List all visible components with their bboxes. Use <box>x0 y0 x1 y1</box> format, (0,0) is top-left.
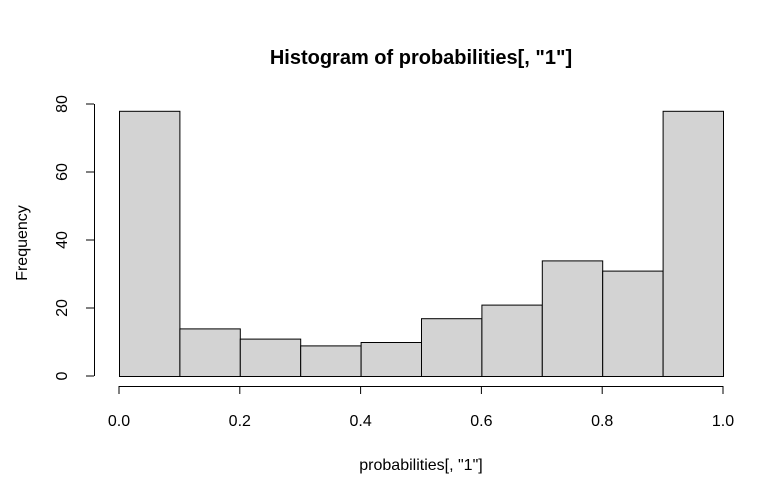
histogram-bar-6 <box>481 304 543 378</box>
histogram-bar-3 <box>300 345 362 377</box>
x-axis: 0.0 0.2 0.4 0.6 0.8 1.0 <box>108 386 734 430</box>
y-tick-label-1: 20 <box>54 299 71 317</box>
y-tick-label-3: 60 <box>54 163 71 181</box>
y-axis-label: Frequency <box>14 205 31 281</box>
x-tick-label-2: 0.4 <box>349 413 371 430</box>
chart-title: Histogram of probabilities[, "1"] <box>270 47 572 69</box>
x-tick-label-4: 0.8 <box>591 413 613 430</box>
bars-group <box>119 110 724 378</box>
histogram-bar-7 <box>541 260 604 377</box>
histogram-bar-1 <box>179 328 241 377</box>
x-axis-label: probabilities[, "1"] <box>359 457 482 474</box>
histogram-bar-4 <box>360 342 423 377</box>
histogram-bar-8 <box>602 270 664 378</box>
x-tick-label-3: 0.6 <box>470 413 492 430</box>
y-tick-label-4: 80 <box>54 95 71 113</box>
y-axis: 0 20 40 60 80 <box>54 95 95 380</box>
x-tick-label-5: 1.0 <box>712 413 734 430</box>
histogram-bar-0 <box>119 110 181 378</box>
y-tick-label-0: 0 <box>54 371 71 380</box>
histogram-bar-2 <box>239 338 302 378</box>
x-tick-label-0: 0.0 <box>108 413 130 430</box>
histogram-bar-9 <box>662 110 724 378</box>
x-tick-label-1: 0.2 <box>229 413 251 430</box>
y-tick-label-2: 40 <box>54 231 71 249</box>
histogram-bar-5 <box>421 318 483 378</box>
